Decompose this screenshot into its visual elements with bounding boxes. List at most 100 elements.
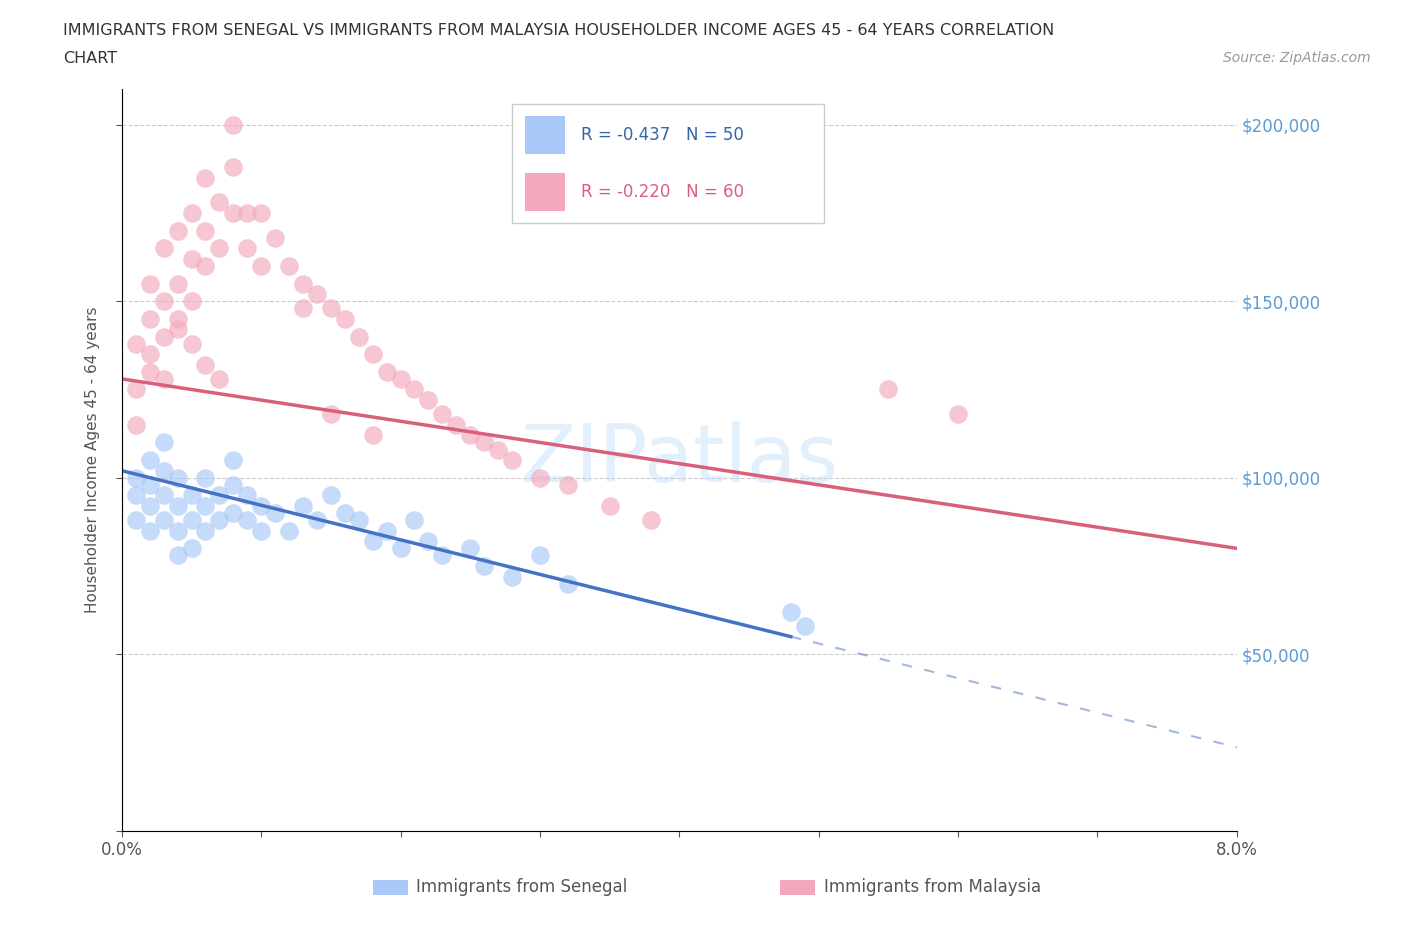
Point [138,347,160,362]
Point [599,498,621,513]
Point [529,548,551,563]
Point [208,371,231,386]
Point [194,524,217,538]
Point [152,371,174,386]
Point [166,312,188,326]
Point [152,435,174,450]
Point [292,276,315,291]
Point [236,488,259,503]
Point [458,541,481,556]
Point [250,498,273,513]
Text: Immigrants from Malaysia: Immigrants from Malaysia [824,878,1040,897]
Point [180,488,202,503]
Y-axis label: Householder Income Ages 45 - 64 years: Householder Income Ages 45 - 64 years [86,307,100,614]
Point [375,524,398,538]
Point [946,406,969,421]
Point [432,548,454,563]
Point [472,435,495,450]
Point [361,347,384,362]
Point [250,524,273,538]
Point [418,534,440,549]
Point [793,618,815,633]
Point [501,453,523,468]
Text: Source: ZipAtlas.com: Source: ZipAtlas.com [1223,51,1371,65]
Point [180,206,202,220]
Point [194,471,217,485]
Point [222,453,245,468]
Point [166,223,188,238]
Point [152,512,174,527]
Point [529,471,551,485]
Point [458,428,481,443]
Point [180,251,202,266]
Point [250,206,273,220]
Point [347,512,370,527]
Point [222,160,245,175]
Point [152,463,174,478]
Point [278,524,301,538]
Text: IMMIGRANTS FROM SENEGAL VS IMMIGRANTS FROM MALAYSIA HOUSEHOLDER INCOME AGES 45 -: IMMIGRANTS FROM SENEGAL VS IMMIGRANTS FR… [63,23,1054,38]
Text: CHART: CHART [63,51,117,66]
Point [361,534,384,549]
Point [166,276,188,291]
Point [640,512,662,527]
Point [305,286,328,301]
Point [125,512,148,527]
Point [389,541,412,556]
Point [138,453,160,468]
Point [208,195,231,210]
Point [319,406,342,421]
Point [125,418,148,432]
Point [138,524,160,538]
Text: Immigrants from Senegal: Immigrants from Senegal [416,878,627,897]
Point [166,471,188,485]
Point [222,117,245,132]
Point [319,488,342,503]
Point [250,259,273,273]
Point [305,512,328,527]
Point [446,418,468,432]
Point [264,506,287,521]
Point [877,382,900,397]
Point [194,498,217,513]
Point [166,524,188,538]
Point [138,365,160,379]
Point [194,223,217,238]
Point [208,241,231,256]
Point [418,392,440,407]
Point [389,371,412,386]
Point [194,357,217,372]
Point [166,498,188,513]
Point [166,322,188,337]
Point [333,506,356,521]
Point [236,206,259,220]
Point [333,312,356,326]
Point [152,294,174,309]
Point [125,382,148,397]
Point [404,512,426,527]
Point [278,259,301,273]
Point [152,241,174,256]
Point [194,259,217,273]
Point [264,231,287,246]
Point [779,604,801,619]
Point [138,477,160,492]
Point [292,498,315,513]
Point [222,206,245,220]
Point [180,336,202,351]
Point [208,488,231,503]
Text: ZIPatlas: ZIPatlas [520,421,838,499]
Point [404,382,426,397]
Point [236,241,259,256]
Point [194,170,217,185]
Point [557,477,579,492]
Point [486,442,509,457]
Point [166,548,188,563]
Point [208,512,231,527]
Point [501,569,523,584]
Point [138,498,160,513]
Point [138,276,160,291]
Point [152,329,174,344]
Point [125,488,148,503]
Point [125,336,148,351]
